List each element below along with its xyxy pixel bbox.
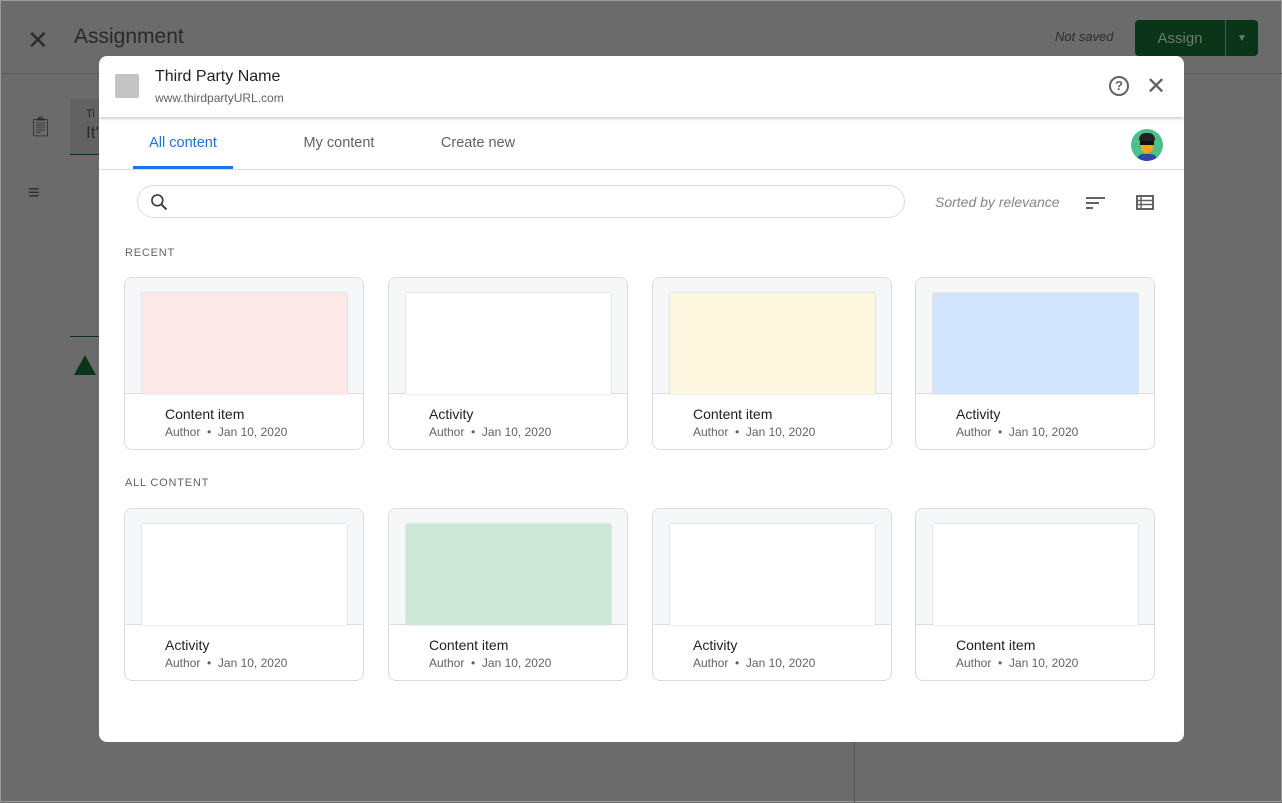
- card-author: Author: [429, 425, 465, 439]
- card-preview: [406, 524, 611, 625]
- card-thumbnail: [916, 278, 1154, 394]
- card-title: Content item: [693, 406, 773, 422]
- third-party-name: Third Party Name: [155, 68, 281, 85]
- card-thumbnail: [389, 278, 627, 394]
- assign-button[interactable]: Assign ▼: [1135, 20, 1258, 56]
- card-preview: [142, 293, 347, 394]
- search-input-container[interactable]: [137, 185, 905, 218]
- close-icon[interactable]: ✕: [1146, 73, 1167, 100]
- notes-icon[interactable]: ≡: [28, 182, 40, 204]
- sort-label: Sorted by relevance: [935, 194, 1060, 210]
- card-title: Activity: [956, 406, 1001, 422]
- divider: [70, 336, 110, 337]
- third-party-url: www.thirdpartyURL.com: [155, 91, 284, 105]
- section-title-recent: RECENT: [125, 247, 176, 259]
- card-date: Jan 10, 2020: [481, 656, 552, 670]
- card-preview: [670, 524, 875, 625]
- content-card[interactable]: Activity Author • Jan 10, 2020: [915, 277, 1155, 450]
- card-preview: [142, 524, 347, 625]
- tab-all-content[interactable]: All content: [133, 118, 233, 169]
- avatar[interactable]: [1131, 129, 1163, 161]
- card-author: Author: [165, 656, 201, 670]
- content-card[interactable]: Content item Author • Jan 10, 2020: [124, 277, 364, 450]
- card-date: Jan 10, 2020: [217, 425, 288, 439]
- content-card[interactable]: Content item Author • Jan 10, 2020: [915, 508, 1155, 681]
- content-card[interactable]: Activity Author • Jan 10, 2020: [124, 508, 364, 681]
- card-meta: Author • Jan 10, 2020: [693, 425, 816, 439]
- list-view-icon[interactable]: [1136, 195, 1154, 210]
- content-card[interactable]: Content item Author • Jan 10, 2020: [388, 508, 628, 681]
- card-preview: [933, 293, 1138, 394]
- section-title-all-content: ALL CONTENT: [125, 477, 210, 489]
- content-card[interactable]: Content item Author • Jan 10, 2020: [652, 277, 892, 450]
- card-date: Jan 10, 2020: [745, 656, 816, 670]
- card-preview: [670, 293, 875, 394]
- card-title: Activity: [693, 637, 738, 653]
- title-field-value: It': [86, 123, 99, 142]
- tab-bar: All content My content Create new: [99, 118, 1184, 170]
- drive-icon[interactable]: [74, 355, 96, 375]
- card-date: Jan 10, 2020: [481, 425, 552, 439]
- card-title: Activity: [165, 637, 210, 653]
- card-thumbnail: [125, 509, 363, 625]
- card-thumbnail: [653, 278, 891, 394]
- sort-icon[interactable]: [1086, 195, 1106, 211]
- assignment-icon[interactable]: 📋︎: [28, 116, 54, 138]
- tab-my-content[interactable]: My content: [303, 135, 375, 151]
- content-card[interactable]: Activity Author • Jan 10, 2020: [652, 508, 892, 681]
- card-preview: [933, 524, 1138, 625]
- card-meta: Author • Jan 10, 2020: [956, 656, 1079, 670]
- divider: [854, 742, 855, 803]
- save-status: Not saved: [1055, 29, 1114, 44]
- dropdown-arrow-icon[interactable]: ▼: [1237, 32, 1247, 44]
- card-preview: [406, 293, 611, 394]
- card-date: Jan 10, 2020: [745, 425, 816, 439]
- card-author: Author: [429, 656, 465, 670]
- card-author: Author: [693, 425, 729, 439]
- card-title: Content item: [956, 637, 1036, 653]
- title-field-label: Ti: [86, 108, 95, 120]
- third-party-logo: [115, 74, 139, 98]
- close-icon[interactable]: ✕: [27, 25, 49, 55]
- card-date: Jan 10, 2020: [1008, 656, 1079, 670]
- card-meta: Author • Jan 10, 2020: [429, 656, 552, 670]
- tab-create-new[interactable]: Create new: [440, 135, 516, 151]
- card-author: Author: [956, 425, 992, 439]
- assign-label[interactable]: Assign: [1135, 20, 1226, 56]
- card-author: Author: [956, 656, 992, 670]
- card-thumbnail: [653, 509, 891, 625]
- dialog-header: Third Party Name www.thirdpartyURL.com ?…: [99, 56, 1184, 117]
- content-picker-dialog: Third Party Name www.thirdpartyURL.com ?…: [99, 56, 1184, 742]
- card-author: Author: [693, 656, 729, 670]
- card-title: Content item: [165, 406, 245, 422]
- card-meta: Author • Jan 10, 2020: [165, 425, 288, 439]
- card-thumbnail: [916, 509, 1154, 625]
- card-meta: Author • Jan 10, 2020: [429, 425, 552, 439]
- card-date: Jan 10, 2020: [1008, 425, 1079, 439]
- search-input[interactable]: [178, 190, 878, 214]
- help-icon[interactable]: ?: [1109, 76, 1129, 96]
- card-meta: Author • Jan 10, 2020: [956, 425, 1079, 439]
- page-title: Assignment: [74, 25, 184, 48]
- card-meta: Author • Jan 10, 2020: [693, 656, 816, 670]
- card-thumbnail: [389, 509, 627, 625]
- card-date: Jan 10, 2020: [217, 656, 288, 670]
- card-title: Content item: [429, 637, 509, 653]
- card-author: Author: [165, 425, 201, 439]
- card-thumbnail: [125, 278, 363, 394]
- card-meta: Author • Jan 10, 2020: [165, 656, 288, 670]
- search-icon: [151, 194, 168, 211]
- card-title: Activity: [429, 406, 474, 422]
- content-card[interactable]: Activity Author • Jan 10, 2020: [388, 277, 628, 450]
